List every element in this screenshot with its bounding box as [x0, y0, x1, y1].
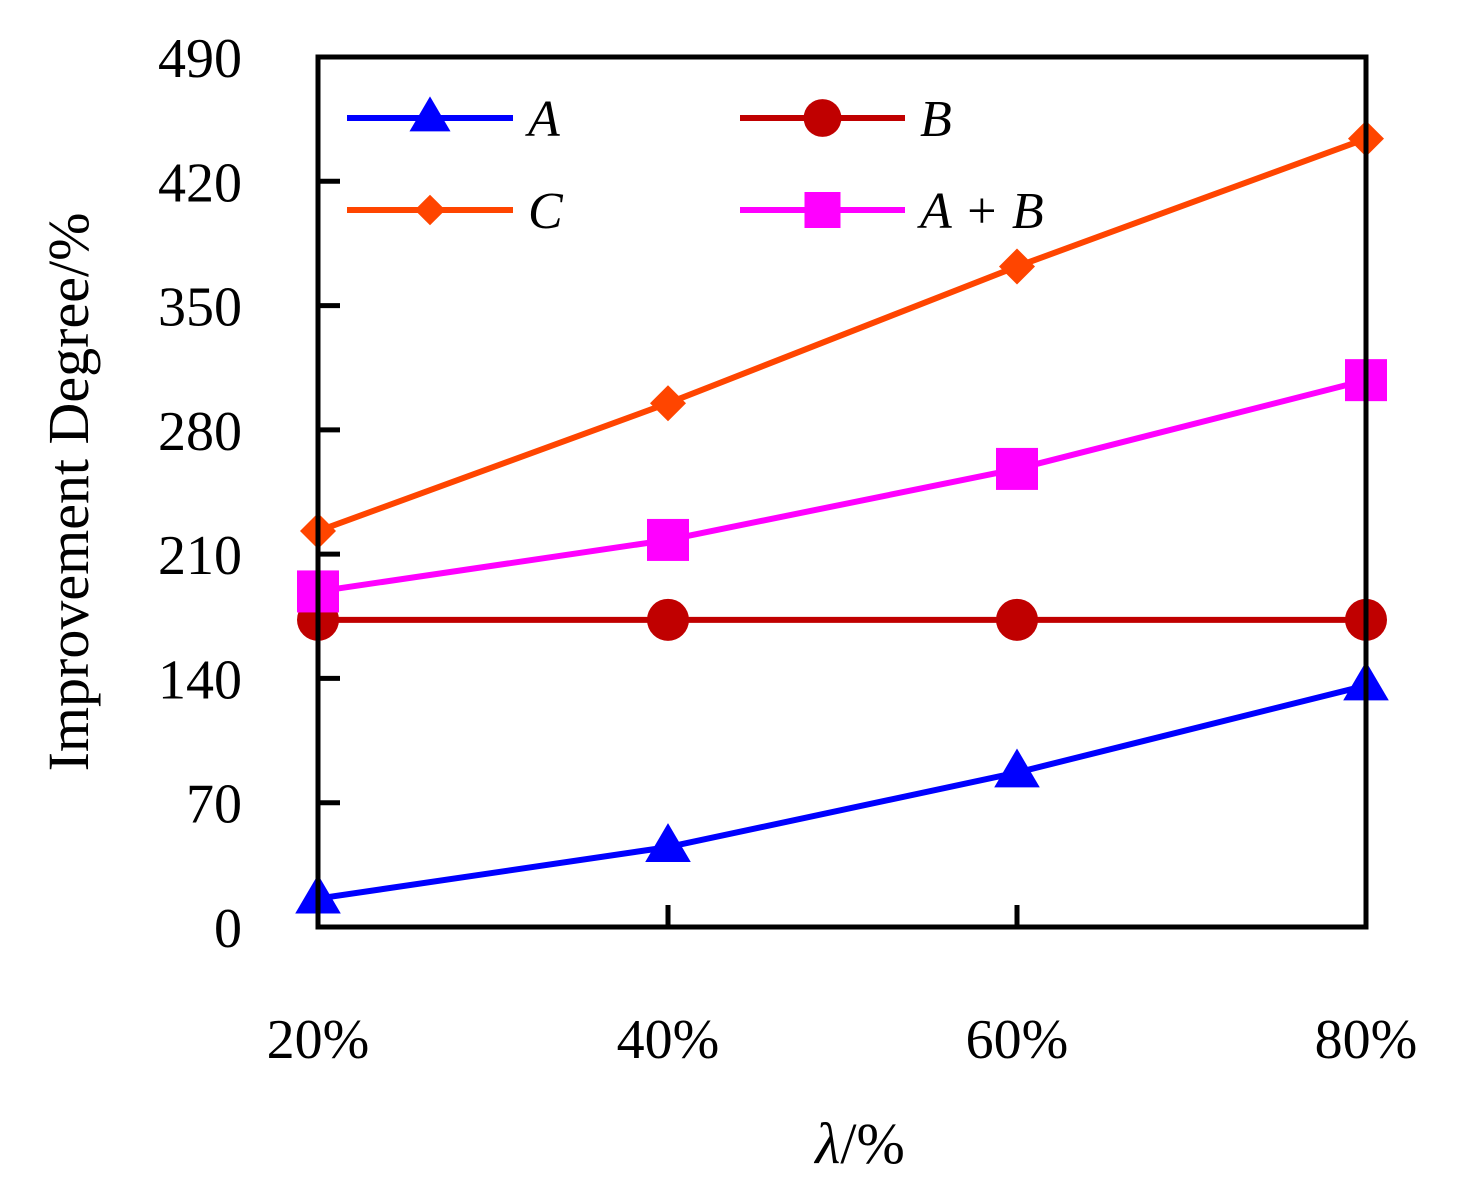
series-layer [295, 120, 1389, 914]
y-tick-label: 420 [158, 152, 242, 214]
series-c [300, 120, 1384, 550]
data-point-a [645, 823, 691, 862]
series-line-a [317, 682, 1367, 902]
legend-label: A [525, 91, 560, 148]
legend-swatch-marker [414, 194, 446, 226]
series-line-a-b [317, 377, 1367, 595]
data-point-b [996, 598, 1038, 641]
y-tick-label: 490 [158, 28, 242, 90]
y-axis-ticks: 0 70 140 210 280 350 420 490 [158, 28, 340, 960]
x-tick-label: 60% [966, 1009, 1069, 1071]
plot-frame [315, 54, 1369, 930]
y-tick-label: 350 [158, 277, 242, 339]
data-point-c [650, 385, 686, 422]
series-line-c [316, 135, 1368, 534]
legend: A B C A + B [347, 91, 1044, 240]
x-axis-title-symbol: λ [813, 1111, 840, 1176]
legend-item-a-b: A + B [740, 183, 1044, 240]
y-tick-label: 0 [214, 898, 242, 960]
x-axis-title-unit: /% [840, 1111, 904, 1176]
data-point-a-b [996, 447, 1038, 490]
data-point-a [994, 748, 1040, 788]
series-a-b [297, 359, 1387, 613]
x-tick-label: 20% [267, 1009, 370, 1071]
legend-swatch-marker [803, 99, 842, 137]
data-point-b [647, 598, 689, 641]
legend-swatch-marker [804, 192, 841, 228]
y-tick-label: 140 [158, 649, 242, 711]
x-axis-title: λ/% [813, 1111, 905, 1176]
legend-item-c: C [347, 183, 564, 240]
series-a [295, 661, 1389, 914]
legend-label: A + B [917, 183, 1044, 240]
legend-swatch-marker [409, 96, 451, 132]
legend-label: C [528, 183, 564, 240]
legend-item-a: A [347, 91, 560, 148]
series-b [297, 598, 1387, 641]
y-tick-label: 210 [158, 525, 242, 587]
legend-item-b: B [740, 91, 952, 148]
y-tick-label: 280 [158, 401, 242, 463]
x-tick-label: 80% [1315, 1009, 1418, 1071]
legend-label: B [920, 91, 952, 148]
x-axis-ticks: 20% 40% 60% 80% [267, 905, 1418, 1071]
data-point-a-b [647, 518, 689, 561]
y-tick-label: 70 [186, 774, 242, 836]
y-axis-title: Improvement Degree/% [36, 213, 101, 772]
x-tick-label: 40% [617, 1009, 720, 1071]
data-point-c [999, 248, 1035, 285]
